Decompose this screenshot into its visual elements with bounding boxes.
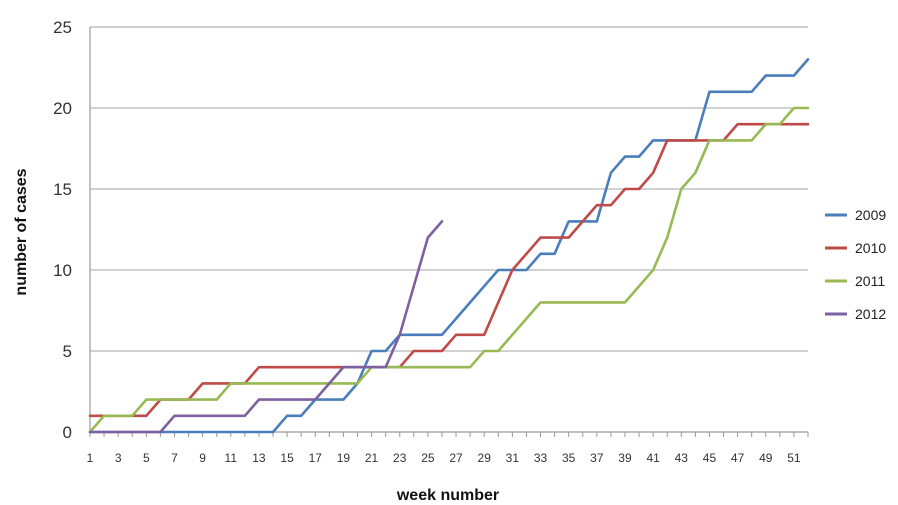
x-tick-label: 11 [225, 451, 238, 465]
x-tick-label: 41 [646, 451, 660, 465]
x-tick-label: 9 [199, 451, 206, 465]
x-tick-labels: 1 3 5 7 9 11 13 15 17 19 21 23 25 27 29 31 33 35 37 39 41 43 4… [87, 451, 801, 465]
y-tick-label: 15 [53, 180, 72, 199]
legend-label-2011: 2011 [855, 273, 885, 289]
x-axis-title: week number [396, 487, 499, 504]
x-tick-label: 25 [421, 451, 435, 465]
gridlines [89, 26, 809, 437]
x-tick-label: 27 [449, 451, 463, 465]
x-tick-label: 51 [787, 451, 801, 465]
legend-label-2009: 2009 [855, 207, 886, 223]
y-tick-label: 0 [63, 423, 72, 442]
y-tick-labels: 0 5 10 15 20 25 [53, 18, 72, 442]
x-tick-label: 45 [703, 451, 717, 465]
y-tick-label: 20 [53, 99, 72, 118]
y-tick-label: 5 [63, 342, 72, 361]
series-line-2012 [88, 220, 444, 434]
legend: 2009 2010 2011 2012 [825, 207, 886, 322]
x-tick-label: 47 [731, 451, 745, 465]
x-tick-label: 17 [309, 451, 323, 465]
x-tick-label: 15 [280, 451, 294, 465]
legend-label-2012: 2012 [855, 306, 886, 322]
x-tick-label: 23 [393, 451, 407, 465]
x-tick-label: 1 [87, 451, 94, 465]
series-line-2009 [88, 58, 810, 434]
x-tick-label: 29 [478, 451, 492, 465]
x-tick-label: 13 [252, 451, 266, 465]
x-tick-label: 31 [506, 451, 520, 465]
x-tick-label: 39 [618, 451, 632, 465]
x-tick-label: 3 [115, 451, 122, 465]
x-tick-label: 5 [143, 451, 150, 465]
y-tick-label: 10 [53, 261, 72, 280]
x-tick-label: 19 [337, 451, 351, 465]
series-line-2010 [88, 122, 810, 418]
y-tick-label: 25 [53, 18, 72, 37]
x-tick-label: 43 [675, 451, 689, 465]
y-axis-title: number of cases [13, 168, 30, 295]
legend-label-2010: 2010 [855, 240, 886, 256]
x-tick-label: 33 [534, 451, 548, 465]
x-tick-label: 21 [365, 451, 379, 465]
series-line-2011 [88, 106, 810, 434]
x-tick-label: 49 [759, 451, 773, 465]
x-tick-label: 35 [562, 451, 576, 465]
series-lines [88, 58, 810, 434]
x-tick-label: 7 [171, 451, 178, 465]
x-tick-label: 37 [590, 451, 604, 465]
